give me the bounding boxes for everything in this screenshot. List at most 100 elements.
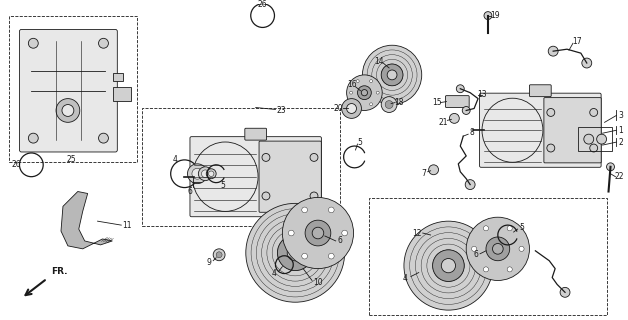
Text: 20: 20 bbox=[334, 104, 344, 113]
Circle shape bbox=[213, 249, 225, 261]
Circle shape bbox=[262, 192, 270, 200]
Text: 9: 9 bbox=[207, 258, 212, 267]
FancyBboxPatch shape bbox=[259, 141, 322, 212]
Text: 25: 25 bbox=[66, 156, 76, 164]
Bar bbox=[142, 108, 340, 226]
Circle shape bbox=[310, 154, 318, 161]
Text: 26: 26 bbox=[12, 160, 21, 169]
Circle shape bbox=[328, 253, 334, 259]
Circle shape bbox=[28, 133, 38, 143]
Circle shape bbox=[560, 287, 570, 297]
FancyBboxPatch shape bbox=[19, 29, 117, 152]
Circle shape bbox=[262, 154, 270, 161]
Circle shape bbox=[361, 90, 367, 96]
Circle shape bbox=[208, 171, 214, 176]
Circle shape bbox=[356, 80, 359, 83]
Text: 18: 18 bbox=[394, 98, 404, 107]
Text: 1: 1 bbox=[618, 126, 623, 135]
FancyBboxPatch shape bbox=[445, 96, 469, 108]
Bar bbox=[9, 16, 137, 162]
Circle shape bbox=[507, 267, 512, 272]
Text: 19: 19 bbox=[490, 11, 500, 20]
Text: 12: 12 bbox=[412, 228, 421, 237]
Circle shape bbox=[584, 134, 593, 144]
Text: 21: 21 bbox=[439, 118, 448, 127]
Circle shape bbox=[302, 207, 308, 213]
Circle shape bbox=[362, 45, 422, 105]
Circle shape bbox=[441, 259, 455, 273]
Circle shape bbox=[206, 169, 216, 179]
Circle shape bbox=[507, 226, 512, 231]
Circle shape bbox=[466, 217, 529, 280]
Circle shape bbox=[457, 85, 464, 93]
Circle shape bbox=[547, 108, 555, 116]
Text: 17: 17 bbox=[572, 37, 582, 46]
Circle shape bbox=[486, 237, 510, 261]
Circle shape bbox=[484, 226, 489, 231]
Text: 16: 16 bbox=[347, 80, 356, 89]
Circle shape bbox=[548, 46, 558, 56]
Circle shape bbox=[283, 197, 354, 268]
Text: 5: 5 bbox=[220, 181, 225, 190]
Circle shape bbox=[350, 91, 352, 94]
Circle shape bbox=[381, 97, 397, 112]
Circle shape bbox=[302, 253, 308, 259]
Circle shape bbox=[28, 38, 38, 48]
Circle shape bbox=[370, 80, 372, 83]
Circle shape bbox=[376, 91, 379, 94]
Circle shape bbox=[607, 163, 614, 171]
Text: 6: 6 bbox=[187, 187, 192, 196]
Circle shape bbox=[56, 99, 80, 122]
Circle shape bbox=[590, 108, 598, 116]
FancyBboxPatch shape bbox=[529, 85, 551, 97]
Circle shape bbox=[342, 99, 362, 118]
Circle shape bbox=[246, 204, 345, 302]
Text: 23: 23 bbox=[276, 106, 286, 115]
Circle shape bbox=[404, 221, 493, 310]
Circle shape bbox=[429, 165, 438, 175]
Text: 22: 22 bbox=[615, 172, 624, 181]
FancyBboxPatch shape bbox=[190, 137, 322, 217]
Text: 4: 4 bbox=[403, 274, 408, 283]
Text: 4: 4 bbox=[272, 269, 277, 278]
Circle shape bbox=[582, 58, 592, 68]
Text: 4: 4 bbox=[172, 156, 177, 164]
Circle shape bbox=[462, 107, 470, 115]
Circle shape bbox=[356, 103, 359, 106]
Circle shape bbox=[597, 134, 607, 144]
Text: 14: 14 bbox=[374, 57, 384, 66]
Circle shape bbox=[385, 100, 393, 108]
Circle shape bbox=[310, 192, 318, 200]
Text: 26: 26 bbox=[257, 0, 268, 9]
Text: 2: 2 bbox=[618, 138, 623, 147]
Circle shape bbox=[288, 230, 294, 236]
Circle shape bbox=[590, 144, 598, 152]
Text: 8: 8 bbox=[470, 128, 475, 137]
Text: 15: 15 bbox=[431, 98, 441, 107]
Circle shape bbox=[287, 245, 303, 261]
Circle shape bbox=[202, 170, 209, 178]
Bar bbox=[369, 198, 607, 315]
Circle shape bbox=[347, 75, 382, 110]
Circle shape bbox=[492, 244, 503, 254]
Text: 6: 6 bbox=[474, 250, 479, 259]
Text: 7: 7 bbox=[421, 169, 426, 178]
Circle shape bbox=[450, 113, 459, 123]
Bar bbox=[114, 73, 123, 81]
Circle shape bbox=[387, 70, 397, 80]
FancyBboxPatch shape bbox=[245, 128, 266, 140]
FancyBboxPatch shape bbox=[480, 93, 601, 167]
Text: 6: 6 bbox=[337, 236, 342, 245]
Bar bbox=[578, 127, 612, 151]
Circle shape bbox=[278, 235, 313, 271]
Polygon shape bbox=[61, 191, 112, 249]
Circle shape bbox=[198, 167, 212, 181]
Circle shape bbox=[99, 38, 109, 48]
Circle shape bbox=[465, 180, 475, 189]
Circle shape bbox=[328, 207, 334, 213]
Text: 11: 11 bbox=[122, 220, 132, 230]
Text: 10: 10 bbox=[313, 278, 323, 287]
Text: 5: 5 bbox=[519, 223, 524, 232]
Circle shape bbox=[484, 12, 492, 20]
FancyBboxPatch shape bbox=[544, 98, 601, 163]
